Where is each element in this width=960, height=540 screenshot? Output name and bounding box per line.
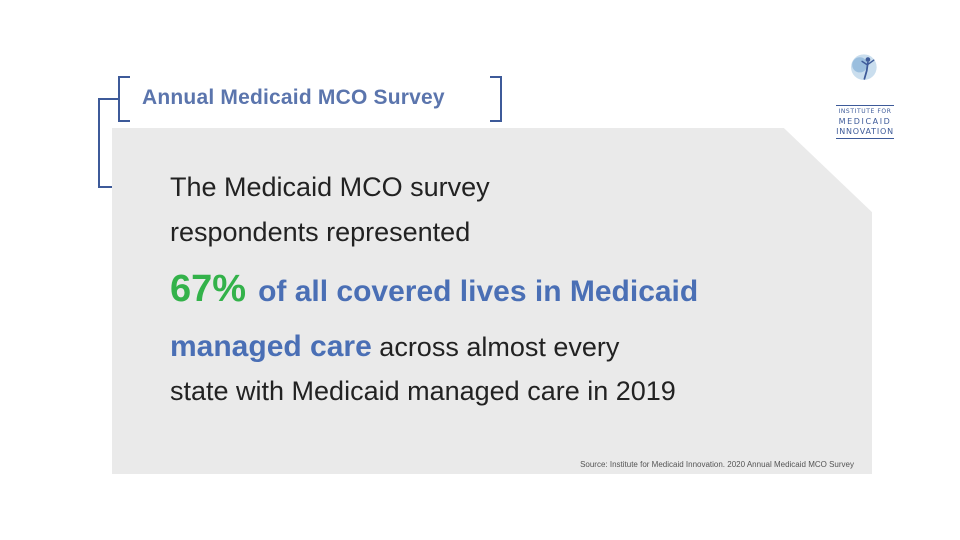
body-line-1: The Medicaid MCO survey — [170, 172, 490, 202]
highlight-text-2: managed care — [170, 330, 372, 363]
highlight-text-1: of all covered lives in Medicaid — [258, 275, 699, 308]
figure-globe-icon — [851, 54, 877, 80]
body-line-4: managed care across almost every — [170, 330, 619, 364]
percent-stat: 67% — [170, 268, 247, 310]
logo-line-2: MEDICAID — [838, 117, 892, 126]
logo: INSTITUTE FOR MEDICAID INNOVATION — [836, 104, 894, 140]
body-line-4-rest: across almost every — [379, 332, 620, 362]
body-line-3: 67% of all covered lives in Medicaid — [170, 268, 698, 311]
bracket-top — [98, 98, 120, 100]
content-card — [112, 128, 872, 474]
logo-line-1: INSTITUTE FOR — [838, 108, 892, 115]
page-title: Annual Medicaid MCO Survey — [142, 86, 445, 109]
title-bracket-right — [490, 76, 502, 122]
body-line-5: state with Medicaid managed care in 2019 — [170, 376, 676, 406]
logo-line-3: INNOVATION — [836, 127, 894, 136]
body-line-2: respondents represented — [170, 217, 471, 247]
source-citation: Source: Institute for Medicaid Innovatio… — [580, 460, 854, 469]
bracket-vertical — [98, 98, 100, 188]
title-bracket-left — [118, 76, 130, 122]
